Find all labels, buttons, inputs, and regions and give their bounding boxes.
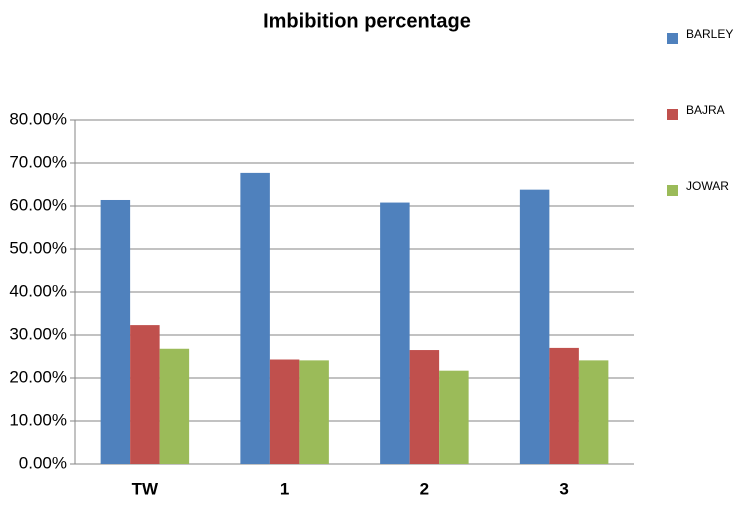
y-tick-label: 70.00% xyxy=(9,152,67,171)
y-tick-label: 20.00% xyxy=(9,367,67,386)
chart-title: Imbibition percentage xyxy=(263,10,471,32)
y-tick-label: 40.00% xyxy=(9,281,67,300)
bar xyxy=(240,172,270,464)
bar xyxy=(130,325,160,464)
x-tick-label: 2 xyxy=(420,479,429,498)
bar xyxy=(380,202,410,464)
bar xyxy=(409,350,440,464)
legend-swatch xyxy=(667,185,678,196)
bar xyxy=(299,360,329,464)
bar xyxy=(549,347,579,464)
legend-swatch xyxy=(667,33,678,44)
bar xyxy=(519,189,550,464)
x-tick-label: TW xyxy=(132,479,159,498)
y-tick-label: 10.00% xyxy=(9,410,67,429)
y-tick-label: 60.00% xyxy=(9,195,67,214)
x-tick-label: 3 xyxy=(559,479,568,498)
y-tick-label: 50.00% xyxy=(9,238,67,257)
legend-label: BARLEY xyxy=(686,27,733,41)
legend-swatch xyxy=(667,109,678,120)
legend-label: JOWAR xyxy=(686,179,729,193)
x-tick-label: 1 xyxy=(280,479,289,498)
bar xyxy=(269,359,300,464)
y-tick-label: 80.00% xyxy=(9,109,67,128)
bar xyxy=(578,360,609,464)
bar xyxy=(159,348,190,464)
bar xyxy=(100,199,131,465)
y-tick-label: 30.00% xyxy=(9,324,67,343)
legend-label: BAJRA xyxy=(686,103,725,117)
y-tick-label: 0.00% xyxy=(19,453,67,472)
bar xyxy=(439,370,469,464)
